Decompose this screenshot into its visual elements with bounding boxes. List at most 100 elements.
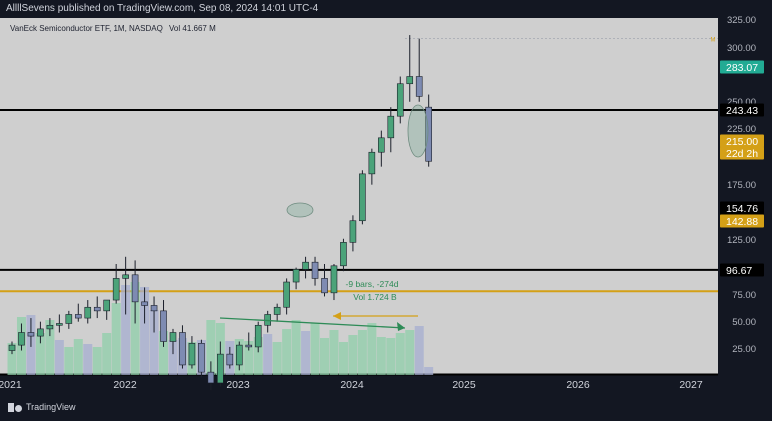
volume-trend-arrowhead	[397, 322, 405, 331]
x-axis-label: 2023	[226, 379, 250, 391]
price-tick-label: 125.00	[727, 235, 756, 246]
price-tick-label: 300.00	[727, 43, 756, 54]
volume-bar	[348, 335, 358, 375]
volume-bar	[320, 338, 330, 375]
volume-trend-line	[219, 317, 406, 329]
candle-body	[27, 332, 35, 337]
volume-bar	[206, 320, 216, 375]
price-tick-label: 325.00	[727, 15, 756, 26]
tradingview-brand: TradingView	[26, 402, 76, 412]
volume-bar	[102, 333, 112, 375]
candle-body	[330, 265, 338, 294]
volume-bar	[357, 330, 367, 375]
volume-bar	[244, 341, 254, 375]
candle-body	[74, 314, 82, 319]
price-label-text: 243.43	[726, 105, 758, 117]
price-label-text: 142.88	[726, 216, 758, 228]
candle-body	[150, 305, 158, 312]
candle-body	[37, 328, 44, 337]
volume-bar	[272, 342, 282, 375]
candle-body	[235, 344, 243, 366]
chart-legend: VanEck Semiconductor ETF, 1M, NASDAQ Vol…	[10, 24, 220, 33]
candle-body	[112, 278, 120, 301]
candle-body	[122, 274, 129, 279]
publisher-line: AllllSevens published on TradingView.com…	[6, 3, 319, 14]
volume-bar	[338, 342, 348, 375]
price-tick-label: 50.00	[732, 317, 756, 328]
price-label-text: 96.67	[726, 265, 752, 277]
candle-body	[18, 332, 25, 346]
volume-bar	[291, 320, 301, 375]
volume-bar	[376, 337, 386, 375]
candle-body	[359, 173, 366, 222]
price-label-box	[720, 263, 764, 277]
candle-body	[8, 344, 16, 351]
candle-body	[226, 353, 234, 366]
candle-body	[368, 151, 376, 175]
volume-bar	[301, 331, 311, 375]
volume-bar	[140, 287, 150, 375]
candle-body	[103, 299, 110, 312]
x-axis-label: 2022	[113, 379, 137, 391]
price-axis[interactable]	[718, 18, 772, 375]
candle-body	[311, 261, 319, 279]
price-label-text: 154.76	[726, 203, 758, 215]
candle-body	[396, 83, 404, 117]
candle-body	[349, 220, 357, 243]
volume-bar	[121, 285, 131, 375]
candle-body	[56, 323, 63, 326]
candle-body	[292, 269, 300, 283]
volume-bar	[405, 330, 415, 375]
candle-body	[387, 115, 395, 139]
candle-body	[93, 306, 101, 312]
current-marker: M	[711, 38, 716, 44]
x-axis-label: 2027	[679, 379, 703, 391]
price-label-box	[720, 214, 764, 228]
candle-body	[179, 332, 186, 366]
candle-body	[425, 106, 432, 162]
price-label-box	[720, 201, 764, 215]
volume-bar	[168, 340, 178, 375]
candle-body	[160, 310, 167, 342]
price-tick-label: 25.00	[732, 344, 756, 355]
footer-bar	[0, 394, 772, 421]
price-label-box	[720, 60, 764, 74]
volume-bar	[253, 337, 263, 375]
x-axis-label: 2021	[0, 379, 22, 391]
volume-bar	[35, 333, 45, 375]
price-label-text: 215.00	[726, 136, 758, 148]
volume-bar	[159, 331, 169, 375]
price-tick-label: 250.00	[727, 97, 756, 108]
volume-bar	[64, 347, 74, 375]
x-axis-label: 2026	[566, 379, 590, 391]
price-label-box	[720, 134, 764, 148]
measure-bars-label: -9 bars, -274d	[346, 279, 399, 289]
candle-body	[207, 371, 215, 384]
measure-arrowhead	[333, 312, 341, 320]
candle-body	[302, 261, 309, 270]
volume-bar	[149, 310, 159, 375]
volume-bar	[92, 347, 102, 375]
volume-bar	[7, 343, 17, 375]
candle-body	[84, 306, 92, 319]
candle-body	[406, 76, 414, 85]
candle-body	[131, 274, 139, 303]
tradingview-logo[interactable]: TradingView	[8, 402, 76, 412]
price-tick-label: 75.00	[732, 290, 756, 301]
volume-bar	[45, 320, 55, 375]
candle-body	[273, 306, 281, 315]
x-axis-label: 2025	[452, 379, 476, 391]
volume-bar	[282, 329, 292, 375]
measure-volume-label: Vol 1.724 B	[353, 292, 397, 302]
price-label-box	[720, 103, 764, 117]
volume-bar	[130, 282, 140, 375]
volume-bar	[329, 330, 339, 375]
volume-bar	[73, 339, 83, 375]
candle-body	[65, 314, 73, 324]
highlight-ellipse	[286, 202, 314, 218]
volume-bar	[263, 334, 273, 375]
legend-volume: Vol 41.667 M	[169, 24, 216, 33]
volume-bar	[83, 344, 93, 375]
